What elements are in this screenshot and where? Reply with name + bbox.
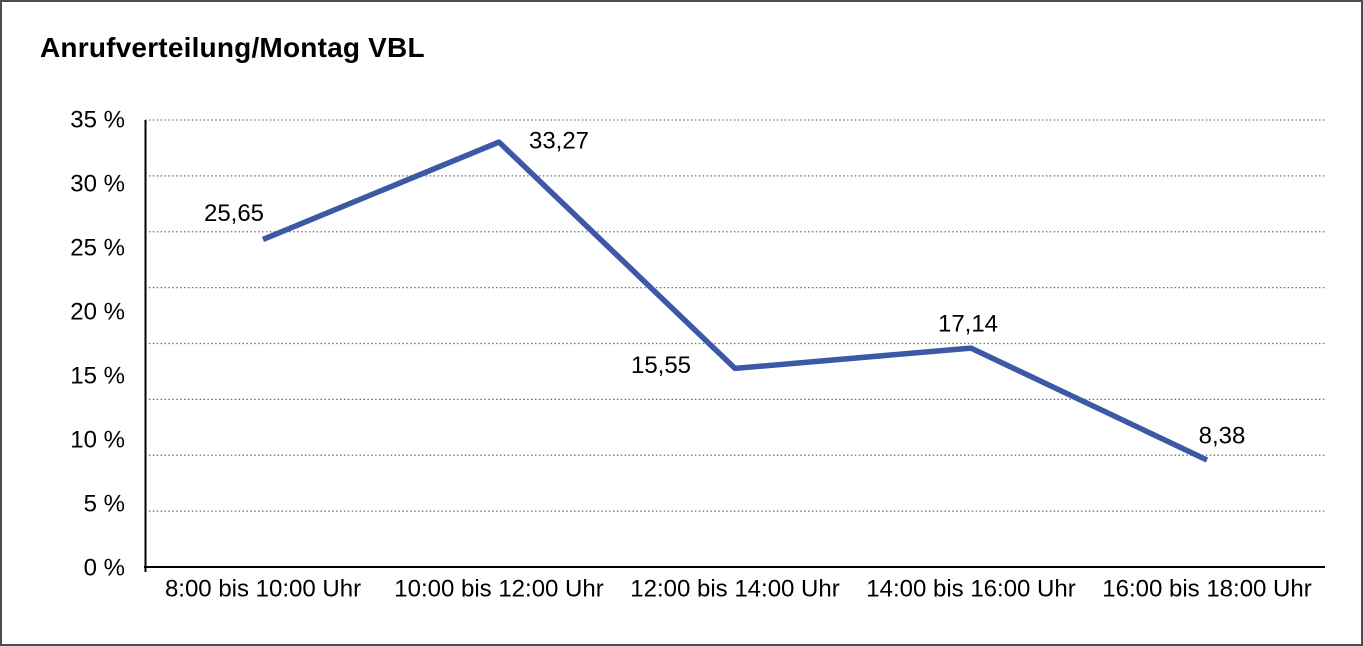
- y-axis-tick-label: 25 %: [70, 235, 125, 262]
- y-axis-tick-label: 5 %: [84, 491, 125, 518]
- y-axis-tick-label: 15 %: [70, 363, 125, 390]
- x-axis-category-label: 10:00 bis 12:00 Uhr: [394, 576, 603, 603]
- chart-title: Anrufverteilung/Montag VBL: [40, 32, 425, 63]
- data-point-label: 33,27: [529, 128, 589, 155]
- y-axis-tick-label: 20 %: [70, 299, 125, 326]
- x-axis-category-label: 12:00 bis 14:00 Uhr: [630, 576, 839, 603]
- x-axis-category-label: 8:00 bis 10:00 Uhr: [165, 576, 361, 603]
- data-point-label: 15,55: [631, 352, 691, 379]
- y-axis-tick-label: 0 %: [84, 555, 125, 582]
- data-point-label: 25,65: [204, 200, 264, 227]
- x-axis-category-label: 14:00 bis 16:00 Uhr: [866, 576, 1075, 603]
- data-series-line: [261, 139, 1209, 463]
- x-axis-category-label: 16:00 bis 18:00 Uhr: [1102, 576, 1311, 603]
- y-axis-tick-label: 10 %: [70, 427, 125, 454]
- y-axis-tick-label: 35 %: [70, 107, 125, 134]
- y-axis-tick-label: 30 %: [70, 171, 125, 198]
- data-point-label: 8,38: [1199, 422, 1246, 449]
- data-point-label: 17,14: [938, 311, 998, 338]
